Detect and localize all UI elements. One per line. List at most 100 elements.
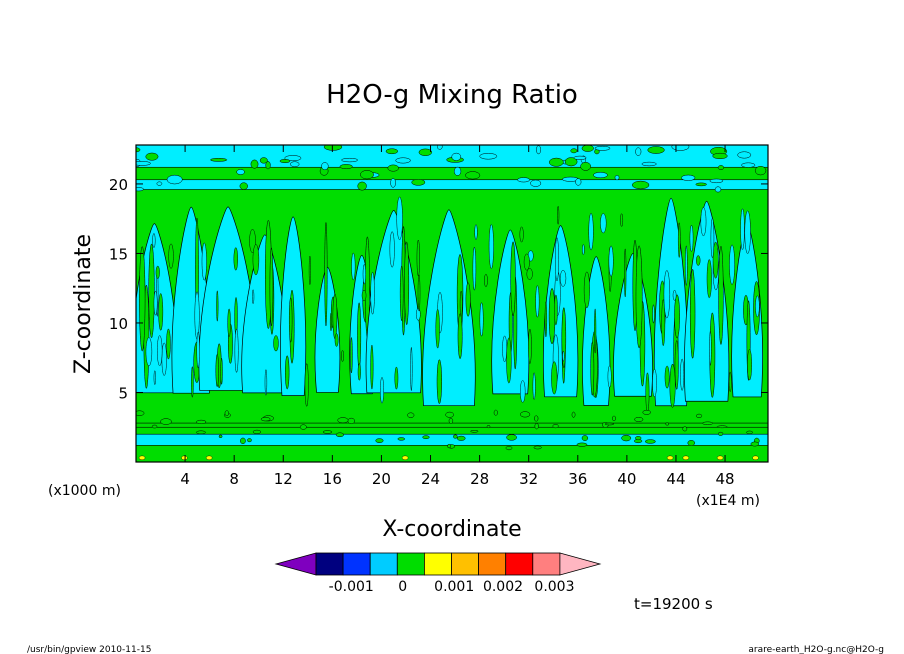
filament — [532, 372, 536, 400]
lower-blob — [604, 422, 615, 426]
upper-blob — [465, 171, 481, 180]
filament — [689, 224, 694, 252]
upper-blob — [436, 145, 443, 150]
colorbar-cell — [451, 552, 480, 576]
filament — [744, 210, 751, 254]
upper-blob — [714, 186, 722, 193]
footer-right: arare-earth_H2O-g.nc@H2O-g — [748, 645, 884, 654]
filament — [233, 247, 238, 271]
lower-blob — [621, 434, 632, 442]
filament — [410, 347, 413, 391]
plume-streak — [215, 354, 219, 387]
lower-blob — [634, 417, 644, 422]
filament — [661, 299, 666, 346]
lower-yellow-spot — [752, 455, 759, 461]
filament — [264, 369, 268, 396]
lower-blob — [533, 445, 542, 450]
filament — [341, 350, 344, 362]
lower-blob — [196, 419, 207, 425]
upper-blob — [279, 159, 291, 164]
y-tick-label: 5 — [118, 384, 128, 402]
filament — [664, 365, 670, 389]
plume-streak — [548, 288, 556, 345]
upper-blob — [321, 162, 329, 171]
lower-blob — [493, 409, 498, 416]
filament — [370, 271, 375, 315]
upper-blob — [395, 157, 411, 164]
colorbar-cell — [532, 552, 561, 576]
upper-blob — [712, 152, 728, 160]
x-tick-label: 28 — [470, 470, 489, 488]
filament — [459, 290, 463, 317]
colorbar-label: 0.003 — [534, 579, 574, 595]
upper-blob — [741, 162, 756, 168]
upper-band-2 — [136, 179, 768, 190]
lower-yellow-spot — [181, 455, 188, 461]
upper-blob — [387, 164, 399, 172]
filament — [624, 248, 627, 298]
lower-blob — [407, 412, 415, 418]
filament — [252, 244, 260, 276]
plume-streak — [332, 293, 338, 340]
filament — [502, 335, 508, 362]
lower-blob — [534, 415, 539, 422]
lower-blob — [665, 422, 670, 426]
filament — [557, 205, 560, 225]
filament — [600, 213, 607, 234]
upper-blob — [581, 145, 594, 152]
upper-blob — [573, 155, 587, 160]
filament — [389, 231, 395, 268]
upper-blob — [635, 147, 642, 156]
lower-blob — [224, 410, 230, 417]
upper-blob — [250, 159, 259, 169]
upper-blob — [641, 161, 657, 167]
colorbar-cell — [505, 552, 534, 576]
filament — [394, 366, 399, 390]
lower-blob — [702, 421, 714, 425]
filament — [729, 244, 735, 285]
filament — [583, 271, 590, 309]
lower-blob — [642, 409, 651, 415]
y-tick-label: 20 — [109, 176, 128, 194]
filament — [396, 196, 403, 241]
plume-streak — [324, 222, 328, 327]
upper-blob — [580, 162, 591, 171]
filament — [551, 361, 558, 395]
upper-blob — [210, 157, 228, 162]
filament — [728, 371, 732, 392]
plume-streak — [510, 241, 516, 316]
lower-yellow-spot — [138, 455, 146, 461]
filament — [652, 368, 657, 398]
lower-blob — [519, 411, 531, 418]
filament — [620, 213, 624, 227]
filament — [523, 253, 530, 271]
upper-blob — [593, 172, 608, 179]
filament — [329, 312, 333, 332]
x-axis-label: X-coordinate — [382, 517, 521, 542]
lower-blob — [196, 430, 206, 435]
filament — [191, 366, 194, 398]
filament — [652, 304, 655, 324]
plume-streak — [436, 359, 442, 404]
lower-blob — [422, 435, 430, 440]
filament — [677, 222, 681, 258]
x-unit-left: (x1000 m) — [48, 483, 121, 499]
lower-blob — [506, 434, 517, 441]
upper-blob — [166, 174, 183, 185]
x-tick-label: 20 — [372, 470, 391, 488]
filament — [362, 264, 366, 285]
upper-blob — [570, 148, 578, 154]
upper-blob — [385, 148, 399, 155]
colorbar-cell — [423, 552, 452, 576]
x-tick-label: 16 — [323, 470, 342, 488]
upper-blob — [284, 155, 302, 162]
filament — [554, 294, 558, 326]
plume-streak — [718, 245, 724, 345]
plume — [422, 209, 476, 407]
time-annotation: t=19200 s — [634, 595, 713, 613]
filament — [535, 285, 540, 318]
filament — [680, 358, 685, 391]
plume-streak — [139, 246, 146, 352]
filament — [685, 245, 688, 286]
plume-streak — [590, 341, 595, 396]
